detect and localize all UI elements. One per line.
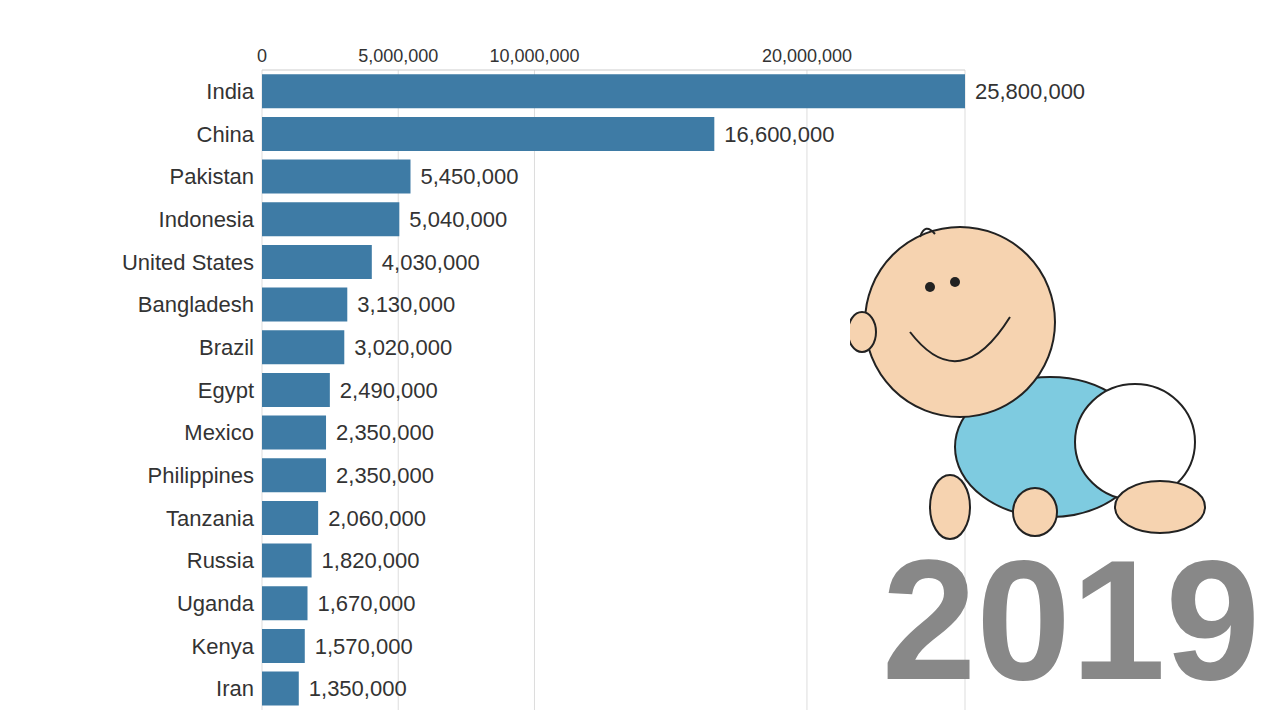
svg-text:16,600,000: 16,600,000: [724, 122, 834, 147]
svg-text:0: 0: [257, 46, 267, 66]
svg-text:Iran: Iran: [216, 676, 254, 701]
svg-text:1,820,000: 1,820,000: [322, 548, 420, 573]
svg-text:Bangladesh: Bangladesh: [138, 292, 254, 317]
svg-text:Mexico: Mexico: [184, 420, 254, 445]
svg-text:Russia: Russia: [187, 548, 255, 573]
svg-text:4,030,000: 4,030,000: [382, 250, 480, 275]
svg-text:Brazil: Brazil: [199, 335, 254, 360]
svg-text:3,020,000: 3,020,000: [354, 335, 452, 360]
svg-text:Tanzania: Tanzania: [166, 506, 255, 531]
svg-text:2,490,000: 2,490,000: [340, 378, 438, 403]
svg-text:5,000,000: 5,000,000: [358, 46, 438, 66]
svg-text:2,060,000: 2,060,000: [328, 506, 426, 531]
svg-text:10,000,000: 10,000,000: [489, 46, 579, 66]
svg-text:25,800,000: 25,800,000: [975, 79, 1085, 104]
svg-text:Indonesia: Indonesia: [159, 207, 255, 232]
svg-text:2,350,000: 2,350,000: [336, 420, 434, 445]
svg-text:China: China: [197, 122, 255, 147]
svg-text:1,670,000: 1,670,000: [318, 591, 416, 616]
svg-text:United States: United States: [122, 250, 254, 275]
svg-text:Pakistan: Pakistan: [170, 164, 254, 189]
svg-text:5,040,000: 5,040,000: [409, 207, 507, 232]
svg-text:5,450,000: 5,450,000: [421, 164, 519, 189]
html-text:2019: 2019: [881, 525, 1260, 715]
svg-text:India: India: [206, 79, 254, 104]
svg-text:1,570,000: 1,570,000: [315, 634, 413, 659]
svg-text:3,130,000: 3,130,000: [357, 292, 455, 317]
svg-text:Uganda: Uganda: [177, 591, 255, 616]
svg-text:20,000,000: 20,000,000: [762, 46, 852, 66]
svg-text:Kenya: Kenya: [192, 634, 255, 659]
svg-text:1,350,000: 1,350,000: [309, 676, 407, 701]
svg-text:Philippines: Philippines: [148, 463, 254, 488]
svg-text:Egypt: Egypt: [198, 378, 254, 403]
svg-text:2,350,000: 2,350,000: [336, 463, 434, 488]
